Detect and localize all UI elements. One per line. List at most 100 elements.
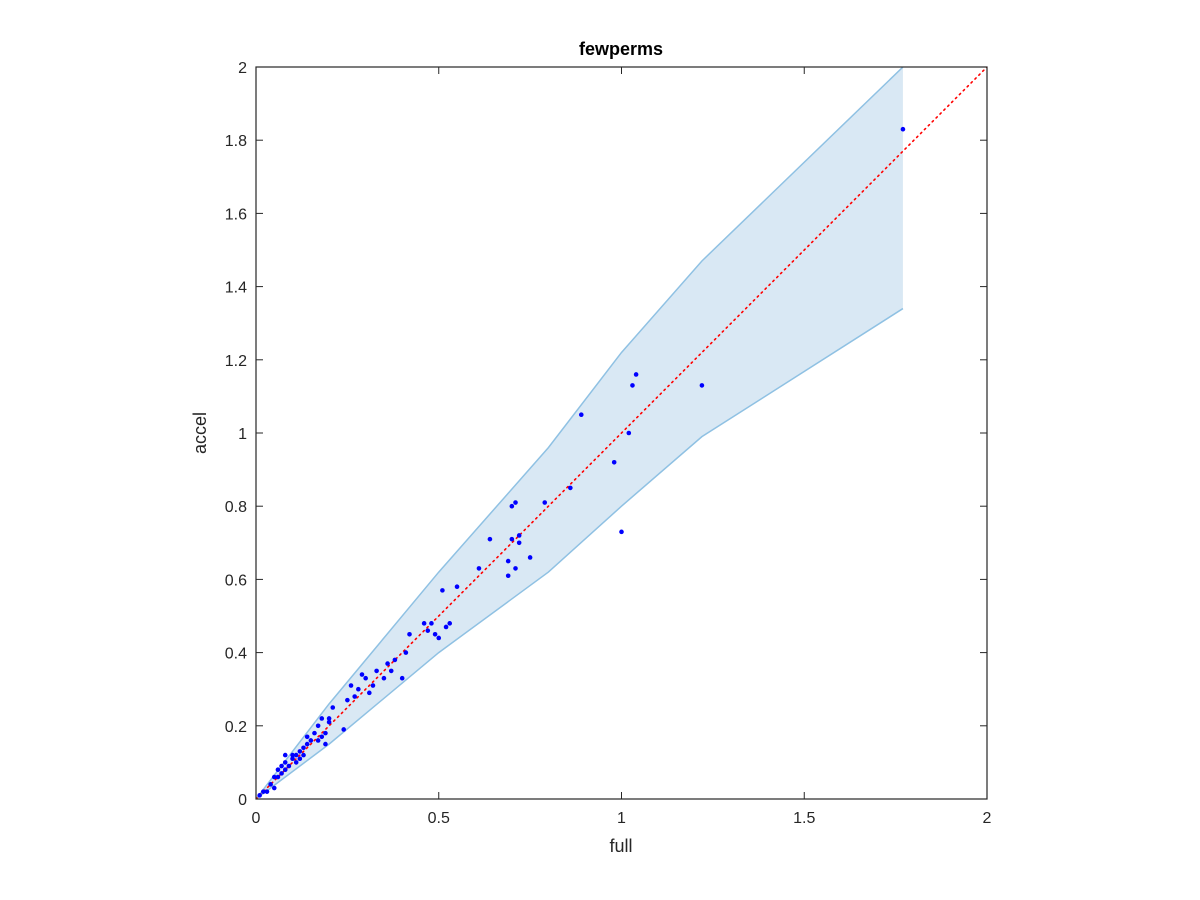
data-point <box>429 621 434 626</box>
data-point <box>304 734 310 740</box>
plot-content <box>256 67 987 799</box>
data-point <box>542 500 548 505</box>
data-point <box>323 730 328 736</box>
data-point <box>319 716 325 721</box>
y-tick-label: 1 <box>238 426 247 443</box>
band-lower-edge <box>256 307 904 799</box>
data-point <box>476 566 482 571</box>
data-point <box>363 675 368 681</box>
data-point <box>611 459 617 465</box>
data-point <box>399 675 405 681</box>
data-point <box>264 789 270 794</box>
data-point <box>257 793 262 798</box>
data-point <box>282 767 288 773</box>
data-point <box>516 533 522 538</box>
data-point <box>297 756 303 762</box>
y-tick-label: 1.8 <box>225 133 247 150</box>
data-point <box>345 697 350 703</box>
reference-line <box>256 67 987 799</box>
data-point <box>374 668 379 674</box>
data-point <box>505 573 511 579</box>
data-point <box>348 683 354 688</box>
data-point <box>440 588 445 593</box>
data-point <box>301 745 306 751</box>
data-point <box>447 621 453 626</box>
x-tick-label: 1 <box>617 810 626 827</box>
data-point <box>403 650 409 655</box>
y-tick-label: 0 <box>238 792 247 809</box>
data-point <box>436 635 442 641</box>
data-point <box>315 738 321 743</box>
data-point <box>359 672 365 677</box>
data-point <box>392 657 398 663</box>
data-point <box>319 734 325 740</box>
data-point <box>513 500 518 505</box>
data-point <box>699 383 705 388</box>
data-point <box>271 785 277 791</box>
x-tick-label: 2 <box>983 810 992 827</box>
data-point <box>513 566 518 571</box>
data-point <box>275 767 281 773</box>
data-point <box>293 752 299 758</box>
data-point <box>330 705 336 710</box>
data-point <box>443 624 449 630</box>
y-tick-label: 0.2 <box>225 719 247 736</box>
data-point <box>630 383 635 388</box>
data-point <box>326 716 332 721</box>
x-tick-label: 0 <box>252 810 261 827</box>
data-point <box>385 661 390 666</box>
data-point <box>352 694 357 699</box>
data-point <box>432 632 438 637</box>
data-point <box>282 752 288 758</box>
data-point <box>381 675 387 681</box>
data-point <box>315 723 321 729</box>
data-point <box>527 555 533 560</box>
y-tick-label: 0.6 <box>225 572 247 589</box>
data-point <box>568 485 573 491</box>
y-tick-label: 0.4 <box>225 646 247 663</box>
chart-title: fewperms <box>579 39 663 59</box>
data-point <box>626 430 632 436</box>
y-tick-label: 1.4 <box>225 280 247 297</box>
data-point <box>454 584 460 590</box>
data-point <box>297 749 303 754</box>
data-point <box>509 536 515 542</box>
data-point <box>308 738 314 743</box>
data-point <box>304 741 310 747</box>
y-tick-label: 1.6 <box>225 206 247 223</box>
y-axis-label: accel <box>190 412 210 454</box>
data-point <box>407 632 412 637</box>
x-axis-label: full <box>609 836 632 856</box>
data-point <box>261 789 266 794</box>
data-point <box>900 126 906 132</box>
data-point <box>301 752 306 758</box>
y-tick-label: 1.2 <box>225 353 247 370</box>
x-tick-label: 0.5 <box>428 810 450 827</box>
data-point <box>290 752 295 758</box>
data-point <box>421 621 427 626</box>
data-point <box>293 760 299 765</box>
x-tick-label: 1.5 <box>793 810 815 827</box>
data-point <box>356 686 361 692</box>
data-point <box>282 760 288 765</box>
data-point <box>326 719 332 725</box>
data-point <box>268 782 273 787</box>
data-point <box>619 529 624 535</box>
y-tick-label: 0.8 <box>225 499 247 516</box>
data-point <box>425 628 431 633</box>
data-point <box>367 690 372 696</box>
band-upper-edge <box>256 67 904 799</box>
data-point <box>341 727 347 732</box>
data-point <box>487 536 493 542</box>
data-point <box>505 558 511 564</box>
data-point <box>275 774 281 780</box>
data-point <box>286 763 292 769</box>
data-point <box>279 763 284 769</box>
data-point <box>312 730 317 736</box>
data-point <box>290 756 295 762</box>
data-point <box>323 741 328 747</box>
data-point <box>279 771 284 776</box>
data-point <box>633 372 639 377</box>
ticks: 0 0.5 1 1.5 2 0 0.2 0.4 0.6 0.8 1 1.2 1.4 1.6 1.8 2 <box>225 60 992 827</box>
